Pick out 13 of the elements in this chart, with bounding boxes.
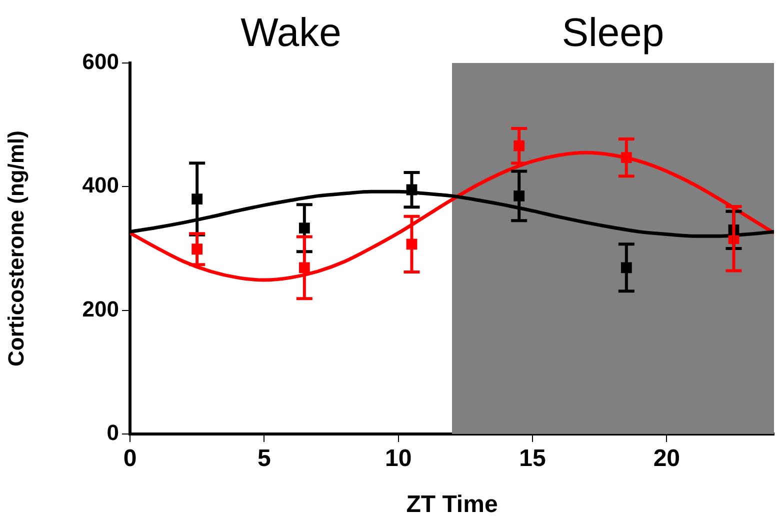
y-tick-label: 600 — [82, 49, 119, 74]
x-tick-label: 5 — [257, 445, 271, 472]
x-tick-label: 20 — [653, 445, 680, 472]
x-axis-title: ZT Time — [406, 491, 498, 518]
y-axis-title: Corticosterone (ng/ml) — [3, 130, 28, 366]
x-tick-label: 15 — [519, 445, 546, 472]
y-tick-label: 0 — [106, 420, 119, 446]
y-tick-label: 200 — [82, 296, 119, 322]
text: Wake — [240, 11, 342, 56]
band-label: Sleep — [562, 11, 664, 56]
y-tick-label: 400 — [82, 172, 119, 198]
x-tick-label: 10 — [384, 445, 412, 472]
x-tick-label: 0 — [123, 445, 137, 472]
